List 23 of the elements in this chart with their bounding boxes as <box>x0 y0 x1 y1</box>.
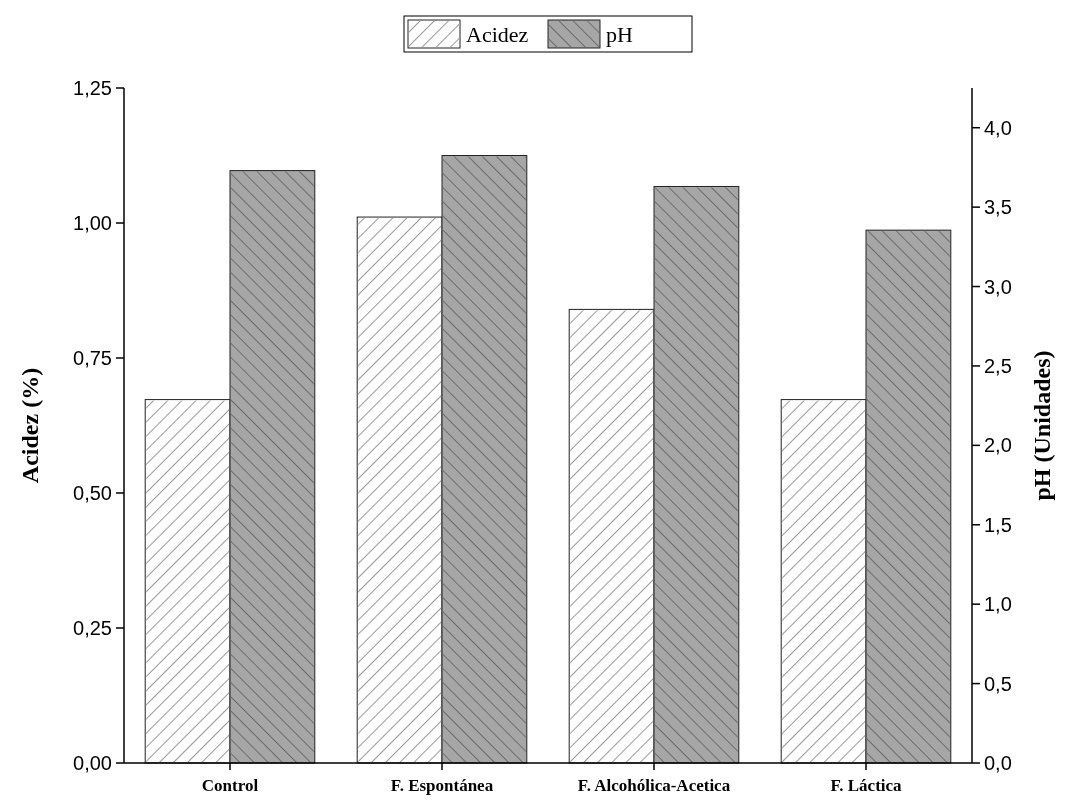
y2-axis-title: pH (Unidades) <box>1029 350 1055 501</box>
y2-tick-label: 0,0 <box>984 752 1012 774</box>
y-tick-label: 0,00 <box>73 752 112 774</box>
y-tick-label: 1,25 <box>73 77 112 99</box>
y2-tick-label: 1,5 <box>984 513 1012 536</box>
x-tick-label: F. Láctica <box>830 776 903 795</box>
y2-tick-label: 1,0 <box>984 593 1012 616</box>
y2-tick-label: 2,0 <box>984 434 1012 457</box>
legend-label: Acidez <box>466 21 529 47</box>
x-tick-label: Control <box>201 776 259 795</box>
y-axis-title: Acidez (%) <box>17 367 43 484</box>
y2-tick-label: 3,0 <box>984 275 1012 298</box>
y-tick-label: 0,50 <box>73 482 112 504</box>
x-tick-label: F. Alcohólica-Acetica <box>577 776 731 795</box>
y-tick-label: 0,25 <box>73 617 112 639</box>
y2-tick-label: 3,5 <box>984 196 1012 219</box>
x-tick-label: F. Espontánea <box>390 776 494 795</box>
legend-label: pH <box>606 21 633 47</box>
y-tick-label: 1,00 <box>73 212 112 234</box>
y2-tick-label: 2,5 <box>984 354 1012 377</box>
y2-tick-label: 4,0 <box>984 116 1012 139</box>
y2-tick-label: 0,5 <box>984 672 1012 695</box>
y-tick-label: 0,75 <box>73 347 112 369</box>
